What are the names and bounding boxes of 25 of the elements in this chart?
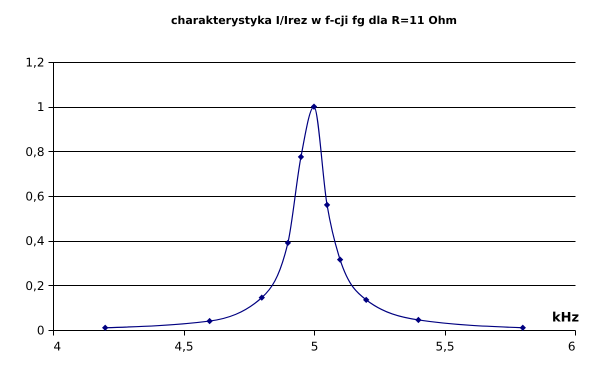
point [415, 316, 422, 324]
chart-title: charakterystyka I/Irez w f-cji fg dla R=11 Ohm [170, 14, 458, 27]
y-tick-label: 1,2 [25, 56, 44, 70]
point [258, 294, 265, 301]
point [324, 202, 330, 208]
x-axis-title: kHz [552, 310, 580, 326]
point [102, 324, 108, 331]
point [363, 296, 370, 304]
x-tick-label: 5,5 [435, 340, 455, 354]
point [298, 154, 304, 160]
y-tick-label: 0,8 [25, 144, 44, 159]
x-tick-label: 4,5 [174, 340, 194, 354]
point [206, 318, 213, 324]
y-tick-label: 0,4 [25, 234, 44, 248]
point [520, 324, 526, 331]
x-tick-label: 4 [54, 340, 62, 354]
y-tick-label: 0 [36, 324, 44, 338]
x-tick-label: 6 [568, 340, 576, 354]
point [284, 240, 292, 246]
y-tick-label: 1 [36, 100, 44, 114]
y-tick-label: 0,2 [25, 278, 44, 293]
y-tick-label: 0,6 [25, 190, 44, 204]
point [336, 256, 344, 263]
point [310, 104, 318, 110]
x-tick-label: 5 [310, 340, 318, 354]
